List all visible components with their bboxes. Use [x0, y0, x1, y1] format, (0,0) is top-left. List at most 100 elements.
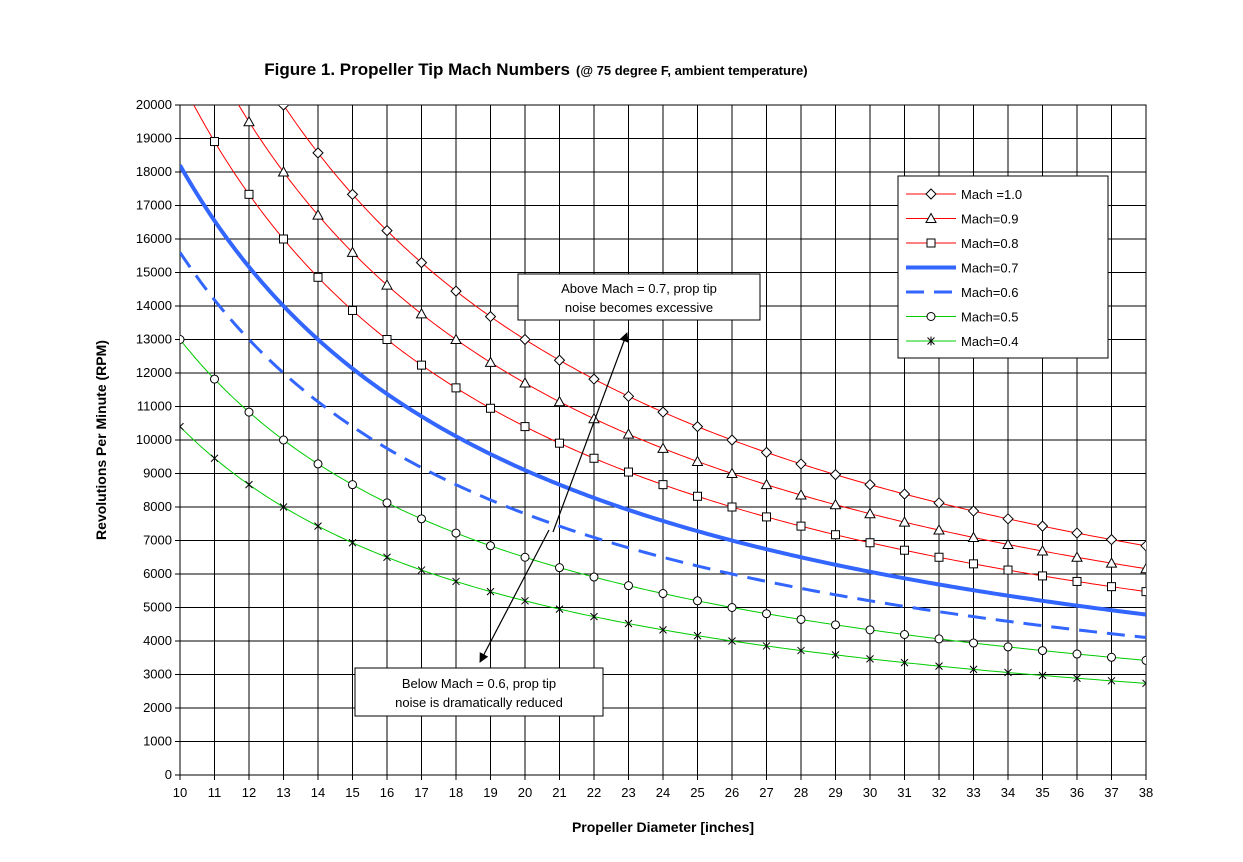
y-tick-label: 18000 — [136, 164, 172, 179]
data-point — [279, 234, 288, 244]
y-tick-label: 4000 — [143, 633, 172, 648]
data-point — [657, 442, 669, 453]
data-point — [622, 390, 635, 403]
data-point — [1105, 533, 1118, 546]
data-point — [417, 360, 426, 370]
data-point — [831, 620, 840, 630]
data-point — [553, 395, 566, 407]
data-point — [486, 403, 495, 413]
data-point — [831, 530, 840, 540]
y-tick-label: 14000 — [136, 298, 172, 313]
data-point — [797, 646, 805, 656]
legend-marker — [927, 336, 935, 346]
data-point — [1003, 565, 1013, 575]
data-point — [900, 658, 909, 668]
data-point — [796, 521, 806, 531]
data-point — [1002, 538, 1014, 549]
data-point — [346, 188, 359, 201]
annotation-below: Below Mach = 0.6, prop tip noise is dram… — [354, 529, 604, 717]
x-tick-label: 21 — [552, 785, 566, 800]
data-point — [277, 105, 290, 111]
data-point — [484, 356, 497, 367]
legend-label: Mach=0.8 — [961, 236, 1018, 251]
x-tick-label: 22 — [587, 785, 601, 800]
data-point — [1140, 540, 1146, 552]
data-point — [969, 559, 978, 569]
data-point — [1107, 676, 1116, 686]
x-tick-label: 32 — [932, 785, 946, 800]
data-point — [520, 552, 530, 562]
legend-label: Mach=0.5 — [961, 310, 1018, 325]
data-point — [967, 505, 980, 517]
data-point — [245, 480, 253, 490]
y-tick-label: 8000 — [143, 499, 172, 514]
data-point — [866, 654, 874, 664]
data-point — [691, 455, 704, 466]
series-5 — [180, 335, 1146, 665]
data-point — [1141, 655, 1146, 665]
x-tick-label: 37 — [1104, 785, 1118, 800]
data-point — [624, 581, 633, 591]
legend: Mach =1.0 Mach=0.9 Mach=0.8 Mach=0.7 Mach=0.… — [897, 175, 1109, 359]
data-point — [795, 489, 807, 500]
data-point — [726, 434, 738, 446]
y-tick-label: 16000 — [136, 231, 172, 246]
data-point — [933, 497, 945, 509]
y-tick-label: 5000 — [143, 600, 172, 615]
data-point — [1140, 562, 1146, 574]
data-point — [590, 612, 598, 622]
x-tick-label: 17 — [414, 785, 428, 800]
legend-marker — [926, 238, 936, 248]
data-point — [452, 576, 460, 586]
y-tick-label: 6000 — [143, 566, 172, 581]
annotation-below-line-1: Below Mach = 0.6, prop tip — [402, 676, 556, 691]
annotation-above-line-1: Above Mach = 0.7, prop tip — [561, 281, 717, 296]
data-point — [865, 538, 875, 548]
x-tick-label: 12 — [242, 785, 256, 800]
data-point — [244, 407, 254, 417]
data-point — [1002, 513, 1014, 525]
data-point — [1072, 649, 1082, 659]
data-point — [555, 604, 564, 614]
y-tick-label: 15000 — [136, 265, 172, 280]
data-point — [693, 631, 702, 641]
legend-label: Mach=0.6 — [961, 285, 1018, 300]
data-point — [933, 523, 945, 535]
data-point — [312, 209, 324, 220]
data-point — [1107, 582, 1116, 592]
series-line — [180, 251, 1146, 639]
legend-entry: Mach=0.7 — [906, 261, 1018, 276]
legend-label: Mach=0.7 — [961, 261, 1018, 276]
legend-entry: Mach =1.0 — [906, 187, 1022, 202]
x-tick-label: 33 — [966, 785, 980, 800]
data-point — [762, 512, 771, 522]
data-point — [519, 333, 531, 346]
data-point — [180, 422, 184, 432]
data-point — [796, 614, 806, 624]
legend-entry: Mach=0.4 — [906, 334, 1018, 349]
x-tick-label: 16 — [380, 785, 394, 800]
data-point — [589, 572, 599, 582]
data-point — [1038, 646, 1047, 656]
x-tick-label: 23 — [621, 785, 635, 800]
data-point — [243, 115, 255, 127]
data-point — [417, 514, 426, 524]
data-point — [622, 428, 635, 439]
x-tick-label: 25 — [690, 785, 704, 800]
data-point — [1073, 673, 1081, 683]
data-point — [382, 498, 392, 508]
x-tick-label: 24 — [656, 785, 670, 800]
data-point — [486, 541, 495, 551]
data-point — [348, 305, 357, 315]
data-point — [417, 565, 426, 575]
data-point — [589, 453, 599, 463]
series-3 — [180, 164, 1146, 617]
data-point — [382, 335, 392, 344]
y-tick-label: 9000 — [143, 466, 172, 481]
data-point — [658, 589, 668, 599]
chart-subtitle: (@ 75 degree F, ambient temperature) — [576, 63, 808, 78]
data-point — [520, 422, 530, 432]
data-point — [383, 552, 391, 562]
data-point — [244, 189, 254, 199]
x-tick-label: 11 — [208, 785, 222, 800]
